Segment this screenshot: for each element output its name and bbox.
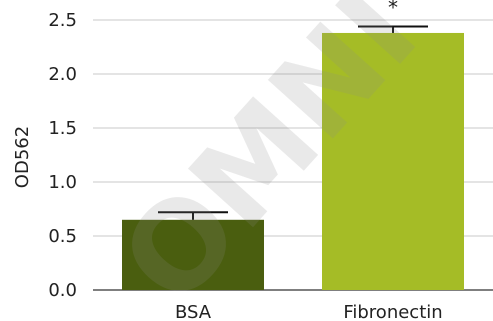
y-tick-label: 2.0 (48, 64, 77, 85)
y-tick-label: 1.0 (48, 172, 77, 193)
y-tick-labels: 0.0 0.5 1.0 1.5 2.0 2.5 (48, 10, 77, 301)
y-tick-label: 1.5 (48, 118, 77, 139)
bar-bsa (122, 219, 264, 290)
significance-star: * (388, 0, 398, 19)
x-tick-label: BSA (175, 302, 212, 321)
y-tick-label: 2.5 (48, 10, 77, 31)
y-tick-label: 0.5 (48, 226, 77, 247)
significance-annotations: * (388, 0, 398, 19)
x-tick-label: Fibronectin (343, 302, 442, 321)
x-tick-labels: BSA Fibronectin (175, 302, 443, 321)
bar-fibronectin (322, 32, 464, 291)
y-axis-title: OD562 (12, 126, 33, 188)
bars (122, 32, 464, 291)
y-tick-label: 0.0 (48, 280, 77, 301)
error-bars (158, 25, 428, 220)
